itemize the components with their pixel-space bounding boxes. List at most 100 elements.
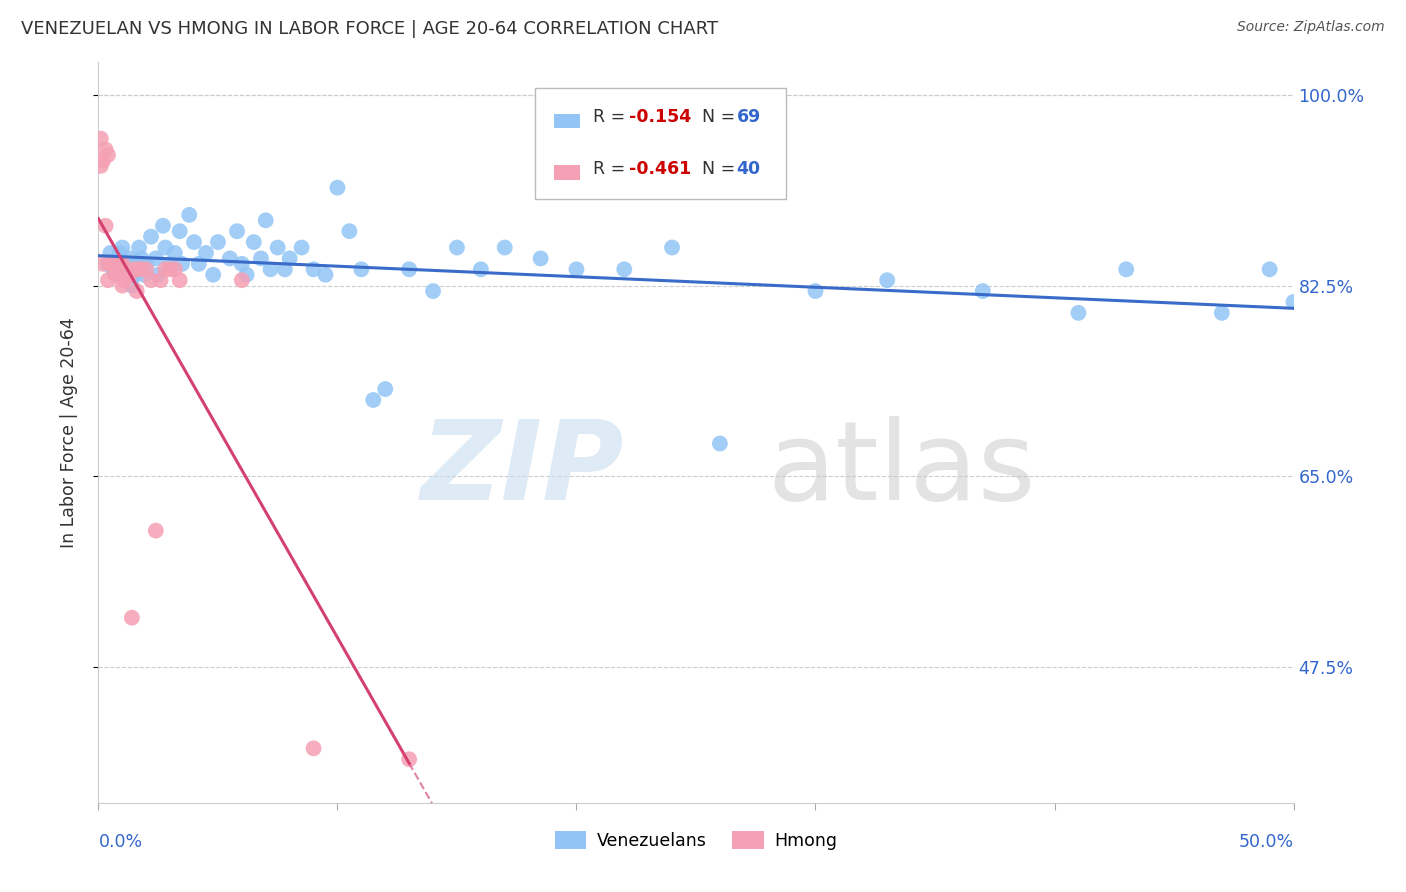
Point [131,252,153,266]
Text: 50.0%: 50.0% [1239,833,1294,851]
Point [121,278,143,293]
Point [107,252,129,266]
FancyBboxPatch shape [554,113,581,128]
Point [446,241,468,255]
Point [231,257,253,271]
Point [709,436,731,450]
Point [1282,295,1305,310]
Point [155,241,177,255]
Point [135,262,157,277]
Point [250,252,273,266]
Text: -0.154: -0.154 [628,108,692,127]
Point [98,257,122,271]
Point [202,268,225,282]
Point [363,392,385,407]
Text: VENEZUELAN VS HMONG IN LABOR FORCE | AGE 20-64 CORRELATION CHART: VENEZUELAN VS HMONG IN LABOR FORCE | AGE… [21,20,718,37]
Point [118,252,141,266]
Point [97,148,120,162]
Point [226,224,249,238]
Point [98,246,122,260]
Point [159,262,181,277]
Point [187,257,209,271]
Point [172,257,194,271]
Point [1211,306,1233,320]
Point [125,257,148,271]
Text: atlas: atlas [768,417,1036,523]
Point [91,153,114,168]
Point [97,257,120,271]
Text: N =: N = [692,108,741,127]
Point [94,219,117,233]
Point [267,241,290,255]
Point [118,268,141,282]
Point [111,278,134,293]
Point [804,284,827,298]
Text: ZIP: ZIP [420,417,624,523]
Point [145,252,167,266]
Point [278,252,301,266]
Point [104,268,127,282]
Point [149,273,172,287]
Point [169,273,191,287]
Point [195,246,218,260]
Point [124,268,146,282]
Point [135,257,157,271]
Point [115,257,138,271]
Point [302,741,325,756]
Point [422,284,444,298]
Point [114,273,136,287]
Point [231,273,253,287]
Point [315,268,337,282]
Point [876,273,898,287]
Point [163,246,186,260]
Text: 69: 69 [737,108,761,127]
Point [111,241,134,255]
Point [121,611,143,625]
Point [613,262,636,277]
Point [101,262,124,277]
Point [101,257,124,271]
Point [163,262,186,277]
Point [114,273,136,287]
Point [124,262,146,277]
Point [131,262,153,277]
Point [565,262,588,277]
Point [274,262,297,277]
Point [254,213,277,227]
Point [350,262,373,277]
Point [104,257,127,271]
Point [179,208,201,222]
Point [155,262,177,277]
Text: R =: R = [593,108,631,127]
Point [128,262,150,277]
Point [94,143,117,157]
Point [374,382,396,396]
Point [972,284,994,298]
Point [1258,262,1281,277]
Point [169,224,191,238]
Point [243,235,266,249]
Point [90,131,112,145]
Point [159,257,181,271]
Point [91,257,114,271]
Y-axis label: In Labor Force | Age 20-64: In Labor Force | Age 20-64 [59,318,77,548]
Point [104,257,127,271]
Point [398,752,420,766]
Point [98,257,122,271]
Point [139,229,162,244]
Text: Source: ZipAtlas.com: Source: ZipAtlas.com [1237,20,1385,34]
Point [326,180,349,194]
Text: R =: R = [593,161,631,178]
Point [1115,262,1137,277]
Text: -0.461: -0.461 [628,161,692,178]
Point [115,262,138,277]
Text: N =: N = [692,161,741,178]
Text: 40: 40 [737,161,761,178]
Point [207,235,229,249]
Point [661,241,683,255]
Point [114,268,136,282]
Point [107,268,129,282]
Point [90,159,112,173]
Point [139,273,162,287]
FancyBboxPatch shape [534,88,786,200]
